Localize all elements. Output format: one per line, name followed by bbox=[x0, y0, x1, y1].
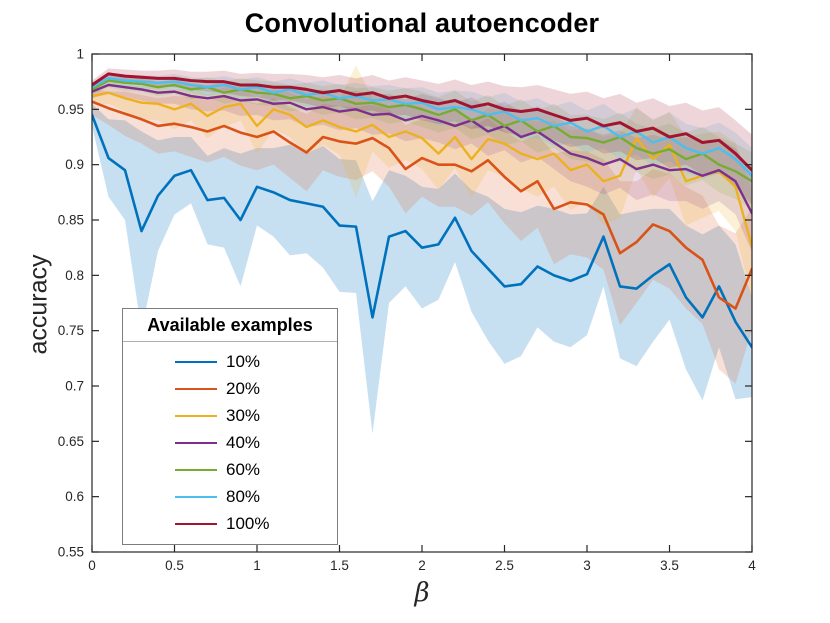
series-line-100% bbox=[92, 72, 752, 172]
series-line-40% bbox=[92, 83, 752, 215]
x-tick-label: 1.5 bbox=[330, 558, 349, 573]
legend-entry: 80% bbox=[123, 483, 337, 510]
legend-entry: 20% bbox=[123, 375, 337, 402]
legend-entry: 10% bbox=[123, 348, 337, 375]
legend-entry: 40% bbox=[123, 429, 337, 456]
legend-box: Available examples 10% 20% 30% 40% 60% 80% 100… bbox=[122, 308, 338, 545]
legend-entry-label: 20% bbox=[226, 378, 261, 398]
axes-layer: 0 0.5 1 1.5 2 2.5 3 3.5 4 0.55 0.6 0.65 0.7 0.75 0.8 0.… bbox=[58, 47, 757, 574]
confidence-band-100% bbox=[92, 68, 752, 206]
legend-line-swatch bbox=[175, 468, 217, 471]
y-tick-label: 0.6 bbox=[65, 489, 84, 504]
legend-entry: 100% bbox=[123, 510, 337, 537]
y-tick-label: 0.7 bbox=[65, 379, 84, 394]
legend-entry-label: 100% bbox=[226, 513, 270, 533]
legend-line-swatch bbox=[175, 387, 217, 390]
series-line-10% bbox=[92, 113, 752, 349]
legend-entry: 60% bbox=[123, 456, 337, 483]
y-tick-label: 0.9 bbox=[65, 157, 84, 172]
x-tick-label: 3 bbox=[583, 558, 591, 573]
legend-entry-label: 40% bbox=[226, 432, 261, 452]
legend-title: Available examples bbox=[123, 309, 337, 342]
legend-entry-label: 60% bbox=[226, 459, 261, 479]
series-layer bbox=[92, 65, 752, 434]
series-line-60% bbox=[92, 79, 752, 183]
y-tick-label: 0.95 bbox=[58, 102, 84, 117]
legend-entries: 10% 20% 30% 40% 60% 80% 100% bbox=[123, 342, 337, 544]
legend-line-swatch bbox=[175, 441, 217, 444]
x-tick-label: 4 bbox=[748, 558, 756, 573]
legend-entry-label: 10% bbox=[226, 351, 261, 371]
series-line-20% bbox=[92, 100, 752, 310]
legend-line-swatch bbox=[175, 495, 217, 498]
legend-line-swatch bbox=[175, 360, 217, 363]
legend-entry-label: 30% bbox=[226, 405, 261, 425]
y-tick-label: 0.55 bbox=[58, 545, 84, 560]
chart-title: Convolutional autoencoder bbox=[244, 8, 600, 38]
x-axis-label: β bbox=[414, 578, 430, 608]
confidence-band-20% bbox=[92, 88, 752, 384]
legend-entry: 30% bbox=[123, 402, 337, 429]
x-tick-label: 1 bbox=[253, 558, 261, 573]
y-tick-label: 1 bbox=[76, 47, 84, 62]
series-line-80% bbox=[92, 77, 752, 177]
legend-line-swatch bbox=[175, 522, 217, 525]
y-tick-label: 0.75 bbox=[58, 323, 84, 338]
x-tick-label: 2.5 bbox=[495, 558, 514, 573]
y-tick-label: 0.65 bbox=[58, 434, 84, 449]
x-tick-label: 0 bbox=[88, 558, 96, 573]
series-line-30% bbox=[92, 91, 752, 248]
y-tick-label: 0.85 bbox=[58, 213, 84, 228]
legend-line-swatch bbox=[175, 414, 217, 417]
legend-entry-label: 80% bbox=[226, 486, 261, 506]
x-tick-label: 3.5 bbox=[660, 558, 679, 573]
x-tick-label: 0.5 bbox=[165, 558, 184, 573]
y-tick-label: 0.8 bbox=[65, 268, 84, 283]
x-tick-label: 2 bbox=[418, 558, 426, 573]
